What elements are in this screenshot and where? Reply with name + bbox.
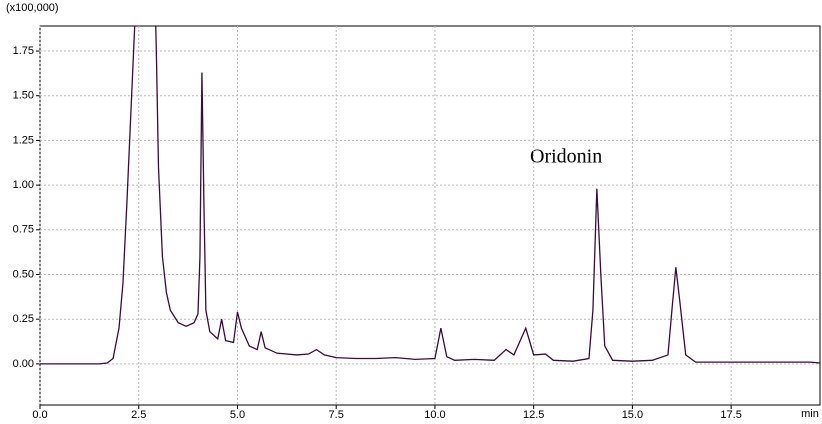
chromatogram-line — [40, 26, 820, 365]
peak-annotation: Oridonin — [530, 146, 602, 168]
x-tick-label: 5.0 — [230, 409, 245, 421]
x-tick-label: 10.0 — [424, 409, 445, 421]
y-unit-label: (x100,000) — [6, 2, 59, 14]
x-tick-label: 2.5 — [131, 409, 146, 421]
y-tick-label: 1.50 — [13, 90, 34, 102]
y-tick-label: 1.25 — [13, 134, 34, 146]
y-tick-label: 1.75 — [13, 45, 34, 57]
x-tick-label: 15.0 — [622, 409, 643, 421]
x-axis-label: min — [801, 408, 819, 420]
x-tick-label: 0.0 — [32, 409, 47, 421]
y-tick-label: 0.50 — [13, 268, 34, 280]
x-tick-label: 12.5 — [523, 409, 544, 421]
y-tick-label: 1.00 — [13, 179, 34, 191]
y-tick-label: 0.25 — [13, 313, 34, 325]
x-tick-label: 7.5 — [329, 409, 344, 421]
y-tick-label: 0.00 — [13, 358, 34, 370]
y-tick-label: 0.75 — [13, 224, 34, 236]
x-tick-label: 17.5 — [720, 409, 741, 421]
